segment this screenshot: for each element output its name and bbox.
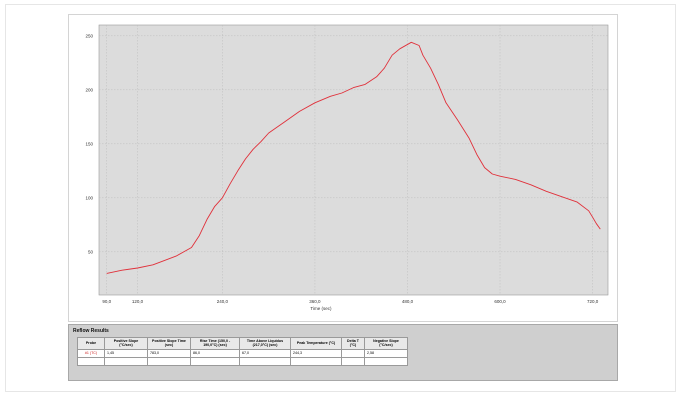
cell-negative-slope <box>364 356 408 366</box>
header-positive-slope: Positive Slope (°C/sec) <box>104 337 148 350</box>
header-peak-temperature: Peak Temperature (°C) <box>290 337 342 350</box>
cell-time-above-liquidus <box>239 356 291 366</box>
cell-positive-slope: 1,45 <box>104 348 148 358</box>
cell-peak-temperature <box>290 356 342 366</box>
cell-delta-t <box>341 356 365 366</box>
header-time-above-liquidus: Time Above Liquidus (217,0°C) (sec) <box>239 337 291 350</box>
cell-time-above-liquidus: 67,0 <box>239 348 291 358</box>
x-tick-label: 120,0 <box>132 299 144 304</box>
cell-peak-temperature: 244,3 <box>290 348 342 358</box>
page-frame <box>5 4 676 392</box>
x-tick-label: 360,0 <box>309 299 321 304</box>
results-table: Probe Positive Slope (°C/sec) Positive S… <box>77 337 408 366</box>
y-tick-label: 150 <box>85 141 93 146</box>
x-axis-label: Time (sec) <box>310 306 332 311</box>
header-rise-time: Rise Time (150,0 - 190,0°C) (sec) <box>190 337 240 350</box>
results-title: Reflow Results <box>73 328 109 334</box>
temperature-chart: 50 100 150 200 250 90,0 120,0 240,0 360,0 480,0 60… <box>85 24 609 311</box>
header-probe: Probe <box>77 337 105 350</box>
y-tick-label: 50 <box>88 249 94 254</box>
chart-panel: 50 100 150 200 250 90,0 120,0 240,0 360,0 480,0 60… <box>68 14 618 322</box>
results-header-row: Probe Positive Slope (°C/sec) Positive S… <box>77 337 408 350</box>
cell-negative-slope: 2,58 <box>364 348 408 358</box>
header-positive-slope-time: Positive Slope Time (sec) <box>147 337 191 350</box>
cell-positive-slope <box>104 356 148 366</box>
cell-probe: #1 (TC) <box>77 348 105 358</box>
cell-positive-slope-time: 783,0 <box>147 348 191 358</box>
x-tick-label: 600,0 <box>494 299 506 304</box>
cell-positive-slope-time <box>147 356 191 366</box>
y-tick-label: 250 <box>85 33 93 38</box>
table-row[interactable]: #1 (TC) 1,45 783,0 86,0 67,0 244,3 2,58 <box>77 348 408 358</box>
plot-area <box>98 24 609 296</box>
x-tick-label: 90,0 <box>102 299 111 304</box>
y-tick-label: 200 <box>85 87 93 92</box>
reflow-results-panel: Reflow Results Probe Positive Slope (°C/… <box>68 324 618 381</box>
y-tick-label: 100 <box>85 195 93 200</box>
cell-probe <box>77 356 105 366</box>
cell-rise-time: 86,0 <box>190 348 240 358</box>
x-tick-label: 720,0 <box>587 299 599 304</box>
header-delta-t: Delta T (°C) <box>341 337 365 350</box>
cell-rise-time <box>190 356 240 366</box>
cell-delta-t <box>341 348 365 358</box>
series-line <box>106 41 601 274</box>
x-tick-label: 240,0 <box>217 299 229 304</box>
x-tick-label: 480,0 <box>402 299 414 304</box>
header-negative-slope: Negative Slope (°C/sec) <box>364 337 408 350</box>
table-row[interactable] <box>77 356 408 366</box>
